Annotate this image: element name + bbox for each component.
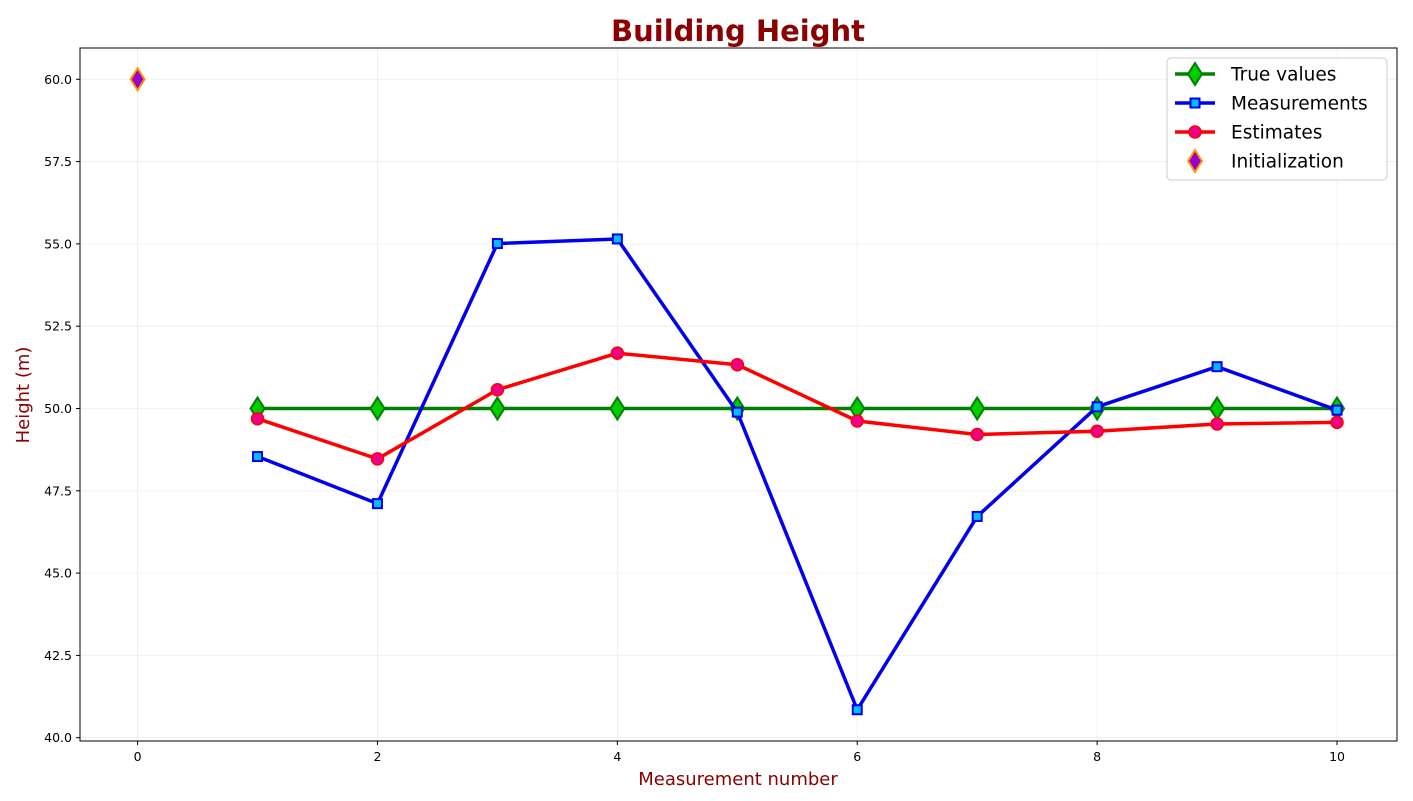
legend-marker-2 <box>1188 125 1202 139</box>
legend-marker-0 <box>1186 61 1204 87</box>
y-axis-label: Height (m) <box>13 347 34 444</box>
series-layer <box>129 66 1346 716</box>
x-axis-label: Measurement number <box>638 769 838 790</box>
legend-box <box>1166 57 1388 181</box>
data-point-1-7 <box>1091 401 1103 413</box>
y-tick-label: 40.0 <box>44 730 72 745</box>
y-tick-label: 47.5 <box>44 483 72 498</box>
x-tick-label: 10 <box>1329 749 1345 764</box>
data-point-1-3 <box>611 233 623 245</box>
x-tick-label: 4 <box>613 749 621 764</box>
series-line-1 <box>256 237 1338 712</box>
data-point-1-9 <box>1331 404 1343 416</box>
x-tick-label: 6 <box>853 749 861 764</box>
series-2 <box>250 346 1344 466</box>
legend-entry-0: True values <box>1230 65 1336 86</box>
chart-title: Building Height <box>611 14 865 48</box>
y-tick-label: 42.5 <box>44 648 72 663</box>
x-tick-label: 0 <box>134 749 142 764</box>
data-point-1-0 <box>252 451 264 463</box>
y-tick-label: 45.0 <box>44 566 72 581</box>
y-tick-label: 60.0 <box>44 72 72 87</box>
data-point-1-8 <box>1211 361 1223 373</box>
plot-area-frame <box>79 47 1398 742</box>
series-1 <box>252 233 1343 716</box>
data-point-2-4 <box>730 357 745 372</box>
data-point-1-4 <box>731 406 743 418</box>
data-point-2-9 <box>1330 415 1344 430</box>
legend-marker-1 <box>1189 97 1201 109</box>
legend-entry-3: Initialization <box>1231 152 1344 173</box>
series-line-2 <box>256 351 1338 461</box>
data-point-1-2 <box>491 238 503 250</box>
x-tick-label: 2 <box>373 749 381 764</box>
data-point-0-1 <box>369 395 386 422</box>
legend-entry-1: Measurements <box>1231 94 1368 115</box>
series-3 <box>129 66 146 93</box>
legend-entry-2: Estimates <box>1231 123 1322 144</box>
data-point-1-5 <box>851 704 863 716</box>
axis-ticks: 0 2 4 6 8 10 40.0 42.5 45.0 47.5 50.0 52.5 55.0 57.5 6… <box>44 72 1345 764</box>
data-point-2-1 <box>370 452 385 466</box>
data-point-2-0 <box>250 411 265 426</box>
data-point-0-3 <box>609 395 626 422</box>
data-point-2-6 <box>970 427 984 442</box>
data-point-0-6 <box>969 395 986 422</box>
data-point-2-3 <box>610 346 625 360</box>
data-point-1-1 <box>371 498 383 510</box>
data-point-2-5 <box>850 414 864 428</box>
x-tick-label: 8 <box>1093 749 1101 764</box>
legend: True values Measurements Estimates Initiali… <box>1166 57 1388 181</box>
legend-marker-3 <box>1186 148 1204 174</box>
data-point-3-0 <box>129 66 146 93</box>
y-tick-label: 50.0 <box>44 401 72 416</box>
data-point-2-8 <box>1210 417 1224 431</box>
data-point-1-6 <box>971 510 983 522</box>
y-tick-label: 52.5 <box>44 319 72 334</box>
y-tick-label: 55.0 <box>44 236 72 251</box>
data-point-2-2 <box>490 382 505 397</box>
data-point-2-7 <box>1090 424 1104 438</box>
y-tick-label: 57.5 <box>44 154 72 169</box>
data-point-0-2 <box>489 395 506 422</box>
